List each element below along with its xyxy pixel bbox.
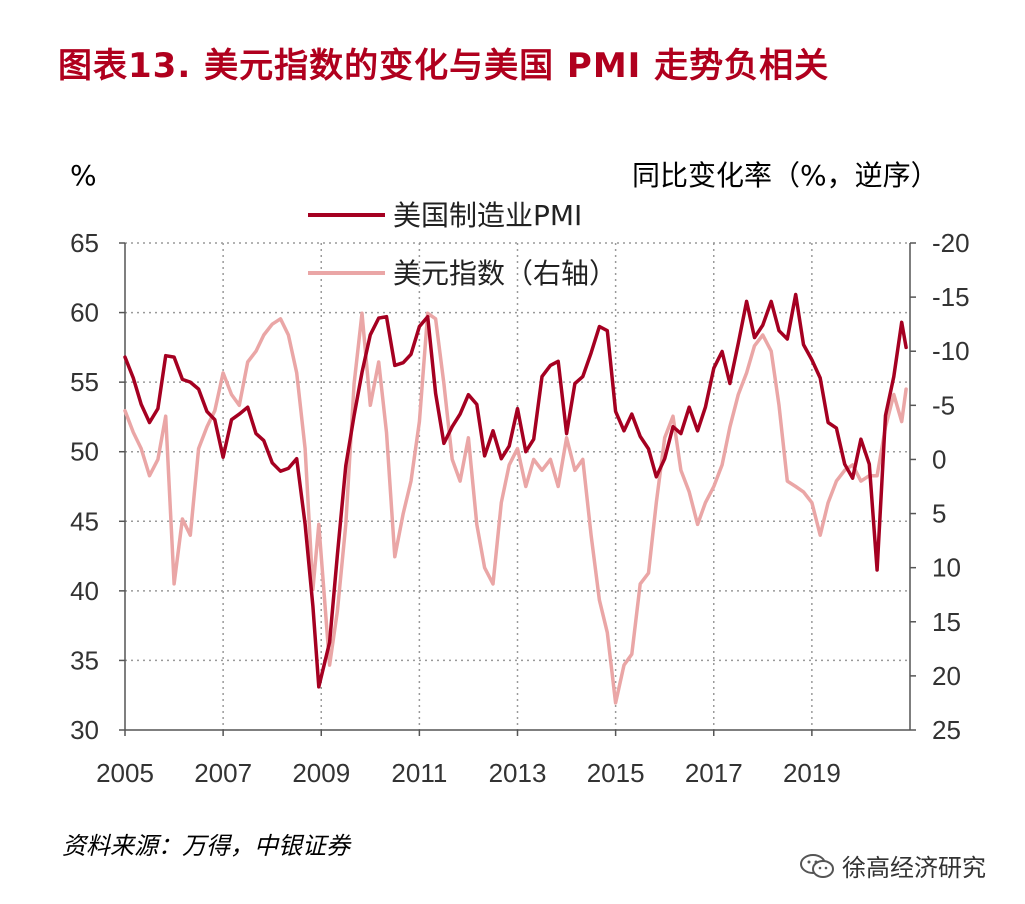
left-tick-label: 45 xyxy=(70,506,99,536)
left-tick-label: 30 xyxy=(70,715,99,745)
source-note: 资料来源：万得，中银证券 xyxy=(62,832,350,860)
right-tick-label: 5 xyxy=(932,499,946,529)
x-tick-label: 2017 xyxy=(685,758,743,788)
right-tick-label: 25 xyxy=(932,715,961,745)
right-axis-unit: 同比变化率（%，逆序） xyxy=(632,159,939,192)
left-axis-ticks: 30 35 40 45 50 55 60 65 xyxy=(70,228,125,745)
legend-label: 美国制造业PMI xyxy=(393,199,582,232)
series-lines xyxy=(123,292,908,705)
right-tick-label: -20 xyxy=(932,228,970,258)
legend-label: 美元指数（右轴） xyxy=(393,257,617,290)
x-tick-label: 2009 xyxy=(292,758,350,788)
x-tick-label: 2011 xyxy=(391,758,447,788)
watermark: 徐高经济研究 xyxy=(800,848,986,883)
right-tick-label: 15 xyxy=(932,607,961,637)
right-axis-ticks: 25 20 15 10 5 0 -5 -10 -15 -20 xyxy=(910,228,970,745)
left-axis-unit: % xyxy=(70,159,97,192)
watermark-text: 徐高经济研究 xyxy=(842,854,986,882)
right-tick-label: -10 xyxy=(932,336,970,366)
wechat-icon xyxy=(800,853,834,879)
left-tick-label: 40 xyxy=(70,576,99,606)
left-tick-label: 65 xyxy=(70,228,99,258)
x-tick-label: 2015 xyxy=(587,758,645,788)
left-tick-label: 60 xyxy=(70,298,99,328)
right-tick-label: -15 xyxy=(932,282,970,312)
series-line-dxy xyxy=(123,311,908,705)
x-tick-label: 2007 xyxy=(194,758,252,788)
right-tick-label: 0 xyxy=(932,444,946,474)
left-tick-label: 55 xyxy=(70,367,99,397)
legend: 美国制造业PMI 美元指数（右轴） xyxy=(308,199,617,290)
series-line-pmi xyxy=(123,292,908,689)
x-axis-ticks: 2005 2007 2009 2011 2013 2015 2017 2019 xyxy=(96,730,841,788)
x-tick-label: 2019 xyxy=(783,758,841,788)
right-tick-label: 20 xyxy=(932,661,961,691)
grid xyxy=(125,242,910,730)
left-tick-label: 35 xyxy=(70,645,99,675)
left-tick-label: 50 xyxy=(70,437,99,467)
page-title: 图表13. 美元指数的变化与美国 PMI 走势负相关 xyxy=(58,46,830,86)
x-tick-label: 2013 xyxy=(489,758,547,788)
right-tick-label: -5 xyxy=(932,390,955,420)
right-tick-label: 10 xyxy=(932,553,961,583)
x-tick-label: 2005 xyxy=(96,758,154,788)
